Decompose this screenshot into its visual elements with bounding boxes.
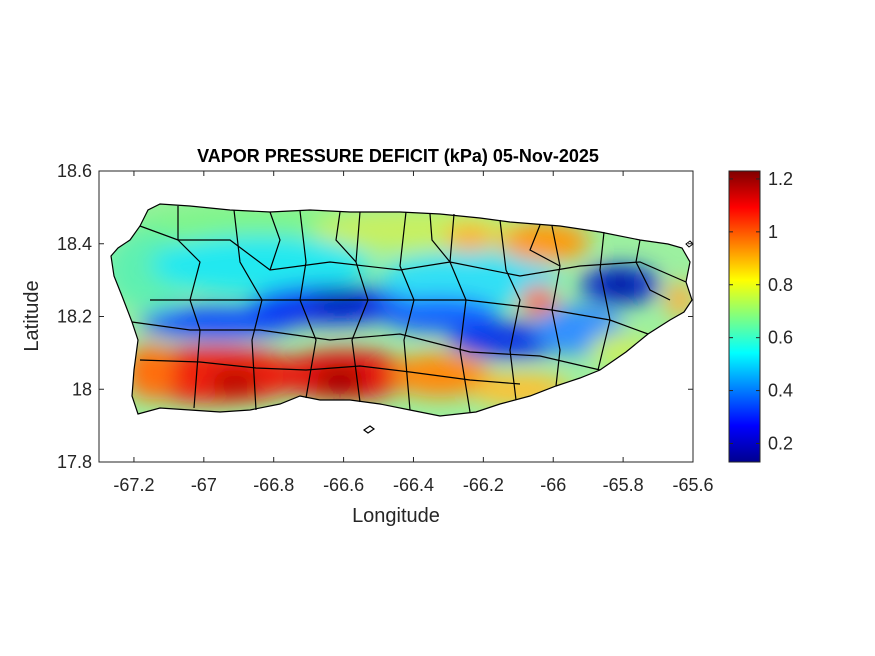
colorbar-tick-label: 0.6 [768,328,793,348]
caja-de-muertos-islet [362,425,376,434]
colorbar-axis: 1.2 1 0.8 0.6 0.4 0.2 [729,169,793,453]
y-tick-label: 18.2 [57,307,92,327]
x-tick-label: -65.6 [672,475,713,495]
x-tick-label: -67 [191,475,217,495]
y-axis: 18.6 18.4 18.2 18 17.8 [57,161,693,472]
x-axis: -67.2 -67 -66.8 -66.6 -66.4 -66.2 -66 -65.8 -65.… [113,171,714,495]
y-tick-label: 18.4 [57,234,92,254]
x-tick-label: -66.6 [323,475,364,495]
x-tick-label: -66.2 [463,475,504,495]
colorbar-tick-label: 1 [768,222,778,242]
colorbar-tick-label: 1.2 [768,169,793,189]
x-tick-label: -66.8 [253,475,294,495]
x-tick-label: -67.2 [113,475,154,495]
colorbar-tick-label: 0.8 [768,275,793,295]
chart-title: VAPOR PRESSURE DEFICIT (kPa) 05-Nov-2025 [197,146,599,166]
colorbar [728,170,761,463]
y-tick-label: 18.6 [57,161,92,181]
x-tick-label: -66.4 [393,475,434,495]
colorbar-tick-label: 0.2 [768,433,793,453]
x-tick-label: -65.8 [603,475,644,495]
colorbar-tick-label: 0.4 [768,381,793,401]
vpd-heatmap [111,204,692,416]
y-axis-label: Latitude [21,280,43,351]
y-tick-label: 17.8 [57,452,92,472]
municipality-boundaries [110,203,693,417]
x-axis-label: Longitude [352,505,440,527]
x-tick-label: -66 [540,475,566,495]
y-tick-label: 18 [72,379,92,399]
